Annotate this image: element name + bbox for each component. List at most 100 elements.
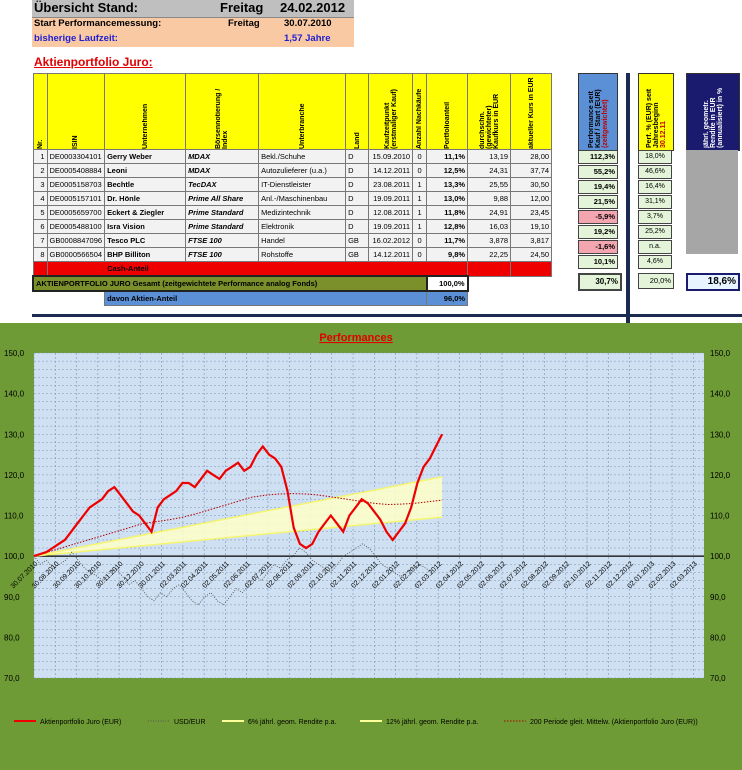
cell-nach: 0 — [412, 247, 428, 262]
col-header: Nr. — [32, 73, 48, 150]
equity-label: davon Aktien-Anteil — [104, 290, 428, 306]
col-header: Kaufzeitpunkt (erstmaliger Kauf) — [368, 73, 414, 150]
ytd-cell: 4,6% — [638, 255, 672, 269]
perf-cell: 19,2% — [578, 225, 618, 239]
cell-kk: 25,55 — [467, 177, 512, 192]
total-perf: 30,7% — [578, 273, 622, 291]
cell-nr: 6 — [32, 219, 48, 234]
header-start-date: 30.07.2010 — [284, 18, 332, 29]
table-row: 2 DE0005408884 Leoni MDAX Autozulieferer (u.… — [32, 163, 553, 178]
table-row: 8 GB0000566504 BHP Billiton FTSE 100 Rohstof… — [32, 247, 553, 262]
y-tick-right: 150,0 — [710, 349, 731, 358]
cell-anteil: 11,8% — [426, 205, 469, 220]
cell-nach: 0 — [412, 163, 428, 178]
cell-nach: 1 — [412, 205, 428, 220]
total-label: AKTIENPORTFOLIO JURO Gesamt (zeitgewicht… — [32, 275, 428, 292]
cell-anteil: 11,1% — [426, 149, 469, 164]
cell-land: GB — [345, 233, 370, 248]
cell-index: FTSE 100 — [185, 233, 260, 248]
perf-header-sub: (zeitgewichtet) — [601, 99, 609, 148]
col-header: Börsennotierung / Index — [185, 73, 260, 150]
perf-header: Performance seit Kauf / Start (EUR) (zei… — [578, 73, 618, 151]
ytd-header-date: 30.12.11 — [659, 121, 667, 148]
perf-cell: 112,3% — [578, 150, 618, 164]
legend-label: 6% jährl. geom. Rendite p.a. — [248, 719, 336, 726]
perf-column: 112,3% 55,2% 19,4% 21,5% -5,9% 19,2% -1,6% 10,1… — [578, 150, 618, 270]
y-tick-left: 70,0 — [4, 674, 20, 683]
cell-isin: GB0008847096 — [46, 233, 106, 248]
ytd-header: Perf. % (EUR) seit Jahresbeginn 30.12.11 — [638, 73, 674, 151]
legend-label: 12% jährl. geom. Rendite p.a. — [386, 719, 478, 726]
cell-index: Prime All Share — [185, 191, 260, 206]
cell-nach: 1 — [412, 191, 428, 206]
cell-ak: 30,50 — [510, 177, 553, 192]
line-moving-average — [33, 493, 443, 557]
performance-chart: 70,0 80,0 90,0 100,0 110,0 120,0 130,0 140,0 150… — [4, 332, 731, 726]
perf-header-text: Performance seit Kauf / Start (EUR) — [587, 89, 602, 148]
cell-isin: GB0000566504 — [46, 247, 106, 262]
header-title-date: 24.02.2012 — [280, 0, 346, 15]
cell-kauf: 14.12.2011 — [368, 163, 414, 178]
cell-isin: DE0005157101 — [46, 191, 106, 206]
perf-cell: 55,2% — [578, 165, 618, 179]
table-row: 3 DE0005158703 Bechtle TecDAX IT-Dienstleist… — [32, 177, 553, 192]
cell-isin: DE0005488100 — [46, 219, 106, 234]
cell-name: Gerry Weber — [104, 149, 187, 164]
cell-kk: 16,03 — [467, 219, 512, 234]
cell-isin: DE0005659700 — [46, 205, 106, 220]
equity-value: 96,0% — [426, 290, 469, 306]
ytd-cell: 3,7% — [638, 210, 672, 224]
cell-land: D — [345, 149, 370, 164]
cell-land: D — [345, 177, 370, 192]
cell-anteil: 9,8% — [426, 247, 469, 262]
cell-ak: 24,50 — [510, 247, 553, 262]
cell-kauf: 23.08.2011 — [368, 177, 414, 192]
cell-anteil: 13,0% — [426, 191, 469, 206]
cell-kk: 13,19 — [467, 149, 512, 164]
cell-land: D — [345, 191, 370, 206]
perf-cell: 19,4% — [578, 180, 618, 194]
table-row: 4 DE0005157101 Dr. Hönle Prime All Share Anl… — [32, 191, 553, 206]
cell-nach: 0 — [412, 149, 428, 164]
ytd-header-text: Perf. % (EUR) seit Jahresbeginn — [645, 88, 660, 148]
cell-index: MDAX — [185, 149, 260, 164]
cell-isin: DE0005158703 — [46, 177, 106, 192]
series-lines — [33, 433, 444, 606]
col-header: Unternehmen — [104, 73, 187, 150]
divider-horizontal — [32, 314, 742, 317]
cell-nr: 4 — [32, 191, 48, 206]
cell-ak: 12,00 — [510, 191, 553, 206]
ytd-column: 18,0% 46,6% 16,4% 31,1% 3,7% 25,2% n.a. 4,6% — [638, 150, 672, 270]
grid-lines — [33, 352, 704, 679]
cell-nr: 3 — [32, 177, 48, 192]
ytd-cell: 16,4% — [638, 180, 672, 194]
line-usd-eur — [33, 543, 433, 606]
cell-ak: 19,10 — [510, 219, 553, 234]
cell-kauf: 15.09.2010 — [368, 149, 414, 164]
y-tick-left: 80,0 — [4, 633, 20, 642]
cell-name: Bechtle — [104, 177, 187, 192]
y-tick-left: 90,0 — [4, 593, 20, 602]
line-portfolio — [33, 433, 444, 558]
ytd-cell: 46,6% — [638, 165, 672, 179]
cell-kk: 3,878 — [467, 233, 512, 248]
col-header: Portfolioanteil — [426, 73, 469, 150]
cell-nach: 1 — [412, 177, 428, 192]
y-tick-right: 90,0 — [710, 593, 726, 602]
annual-header: jährl. geometr. Rendite in EUR (annualis… — [686, 73, 740, 151]
cell-name: Isra Vision — [104, 219, 187, 234]
perf-cell: 21,5% — [578, 195, 618, 209]
cell-anteil: 13,3% — [426, 177, 469, 192]
col-header: Anzahl Nachkäufe — [412, 73, 428, 150]
cell-kauf: 14.12.2011 — [368, 247, 414, 262]
cell-nr: 7 — [32, 233, 48, 248]
line-12pct — [33, 476, 443, 557]
cell-kauf: 16.02.2012 — [368, 233, 414, 248]
total-value: 100,0% — [425, 275, 469, 292]
y-tick-left: 110,0 — [4, 512, 24, 521]
cell-index: FTSE 100 — [185, 247, 260, 262]
cell-ak: 37,74 — [510, 163, 553, 178]
return-bands — [33, 476, 443, 557]
cell-anteil: 11,7% — [426, 233, 469, 248]
cell-anteil: 12,5% — [426, 163, 469, 178]
